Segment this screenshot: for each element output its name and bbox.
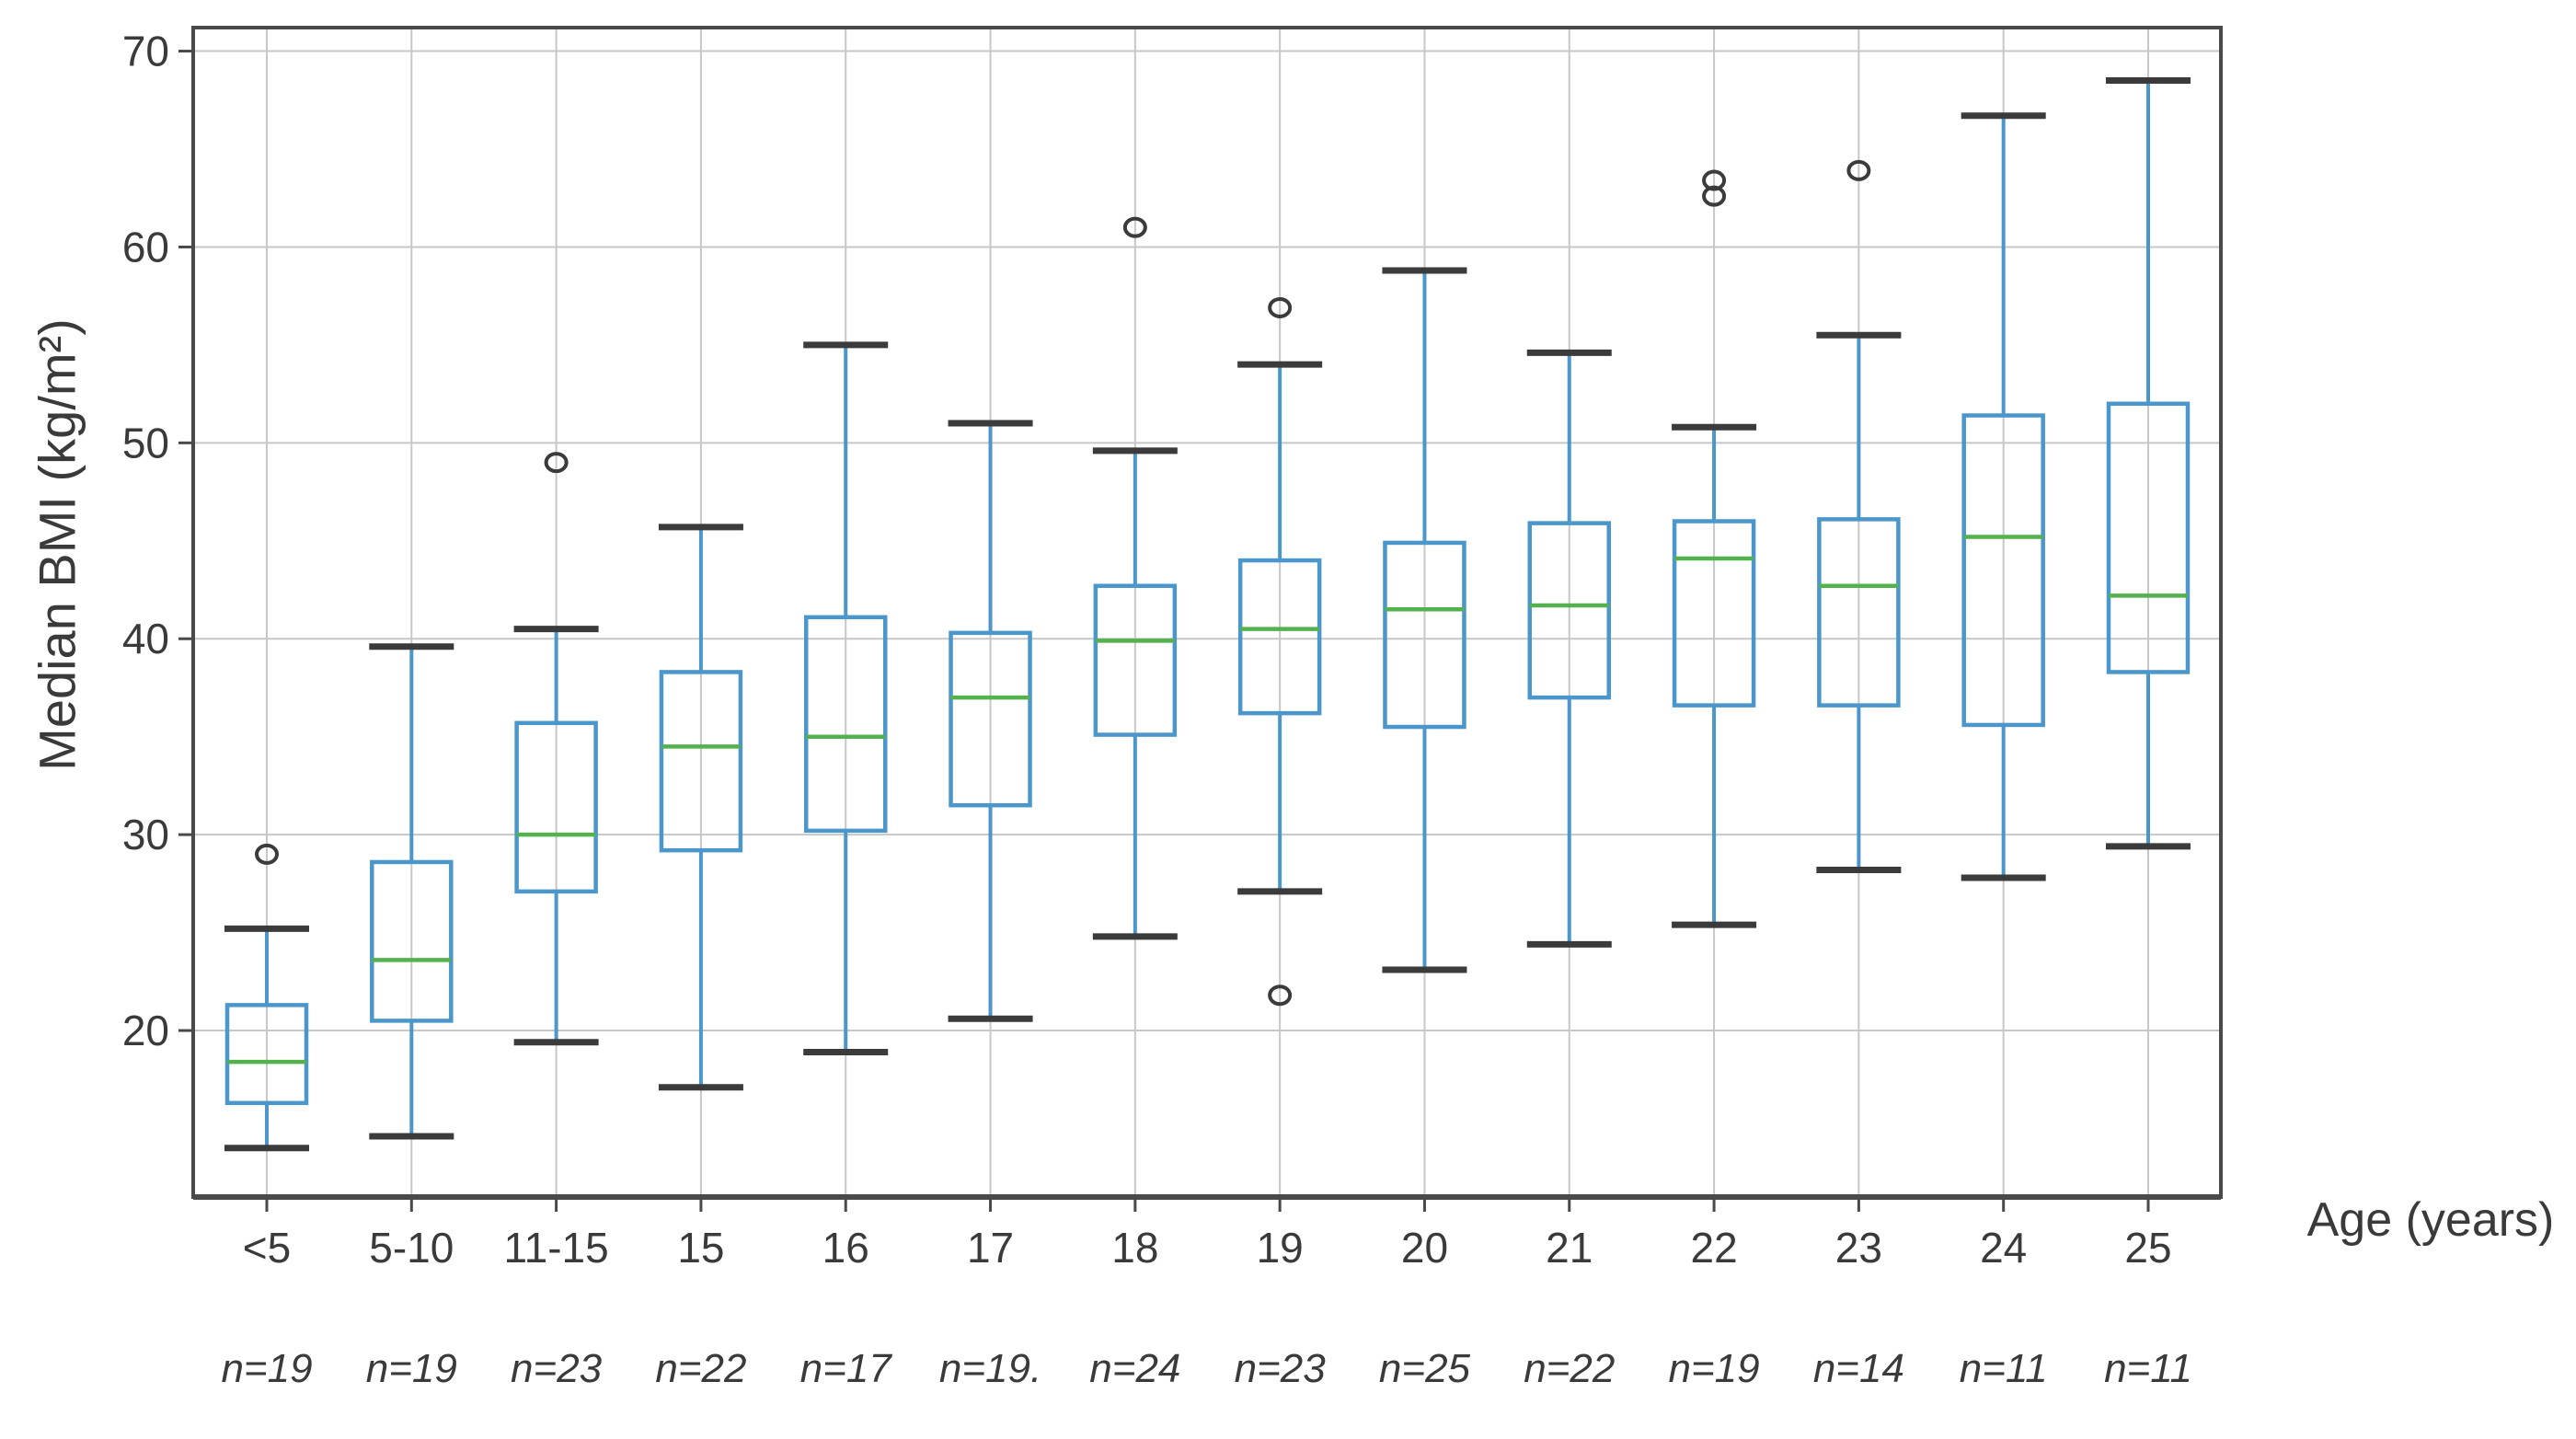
box-20 (1383, 540, 1466, 730)
x-tick-label-20: 20 (1401, 1224, 1448, 1272)
box-19 (1237, 558, 1322, 716)
x-tick-label-23: 23 (1835, 1224, 1882, 1272)
outlier-19-0 (1268, 296, 1293, 318)
y-tick-label-60: 60 (122, 223, 169, 271)
x-tick-label-21: 21 (1546, 1224, 1593, 1272)
box-15 (659, 670, 743, 853)
x-tick-label-25: 25 (2124, 1224, 2171, 1272)
n-label-17: n=19. (939, 1346, 1041, 1391)
x-tick-label-18: 18 (1111, 1224, 1158, 1272)
x-tick-label-15: 15 (677, 1224, 724, 1272)
box-5-10 (370, 859, 454, 1023)
n-label-22: n=19 (1669, 1346, 1760, 1391)
x-tick-label-16: 16 (822, 1224, 869, 1272)
outlier-<5-0 (255, 843, 279, 865)
n-label-24: n=11 (1960, 1346, 2048, 1391)
y-tick-label-50: 50 (122, 419, 169, 466)
y-axis-title: Median BMI (kg/m²) (28, 318, 86, 771)
box-17 (949, 630, 1032, 808)
box-25 (2106, 401, 2191, 674)
n-label-20: n=25 (1379, 1346, 1471, 1391)
box-23 (1817, 517, 1901, 708)
box-21 (1527, 521, 1612, 700)
outlier-22-1 (1702, 169, 1727, 191)
outlier-19-1 (1268, 984, 1293, 1007)
plot-border (191, 26, 2223, 1199)
x-tick-label-5-10: 5-10 (369, 1224, 454, 1272)
n-label-18: n=24 (1089, 1346, 1180, 1391)
box-11-15 (514, 720, 598, 894)
box-18 (1093, 583, 1178, 737)
outlier-18-0 (1122, 216, 1147, 238)
box-22 (1672, 519, 1756, 708)
x-tick-label-24: 24 (1980, 1224, 2027, 1272)
x-tick-label-17: 17 (967, 1224, 1014, 1272)
n-label-<5: n=19 (221, 1346, 312, 1391)
n-label-21: n=22 (1524, 1346, 1615, 1391)
n-label-15: n=22 (655, 1346, 746, 1391)
y-tick-label-30: 30 (122, 811, 169, 858)
x-tick-label-11-15: 11-15 (503, 1224, 608, 1272)
y-tick-label-40: 40 (122, 615, 169, 662)
n-label-23: n=14 (1813, 1346, 1904, 1391)
box-24 (1961, 413, 2045, 728)
n-label-11-15: n=23 (511, 1346, 603, 1391)
box-16 (803, 615, 888, 834)
y-tick-label-20: 20 (122, 1007, 169, 1054)
n-label-19: n=23 (1235, 1346, 1327, 1391)
x-tick-label-<5: <5 (243, 1224, 291, 1272)
x-tick-label-19: 19 (1257, 1224, 1304, 1272)
box-<5 (224, 1003, 309, 1106)
n-label-5-10: n=19 (366, 1346, 457, 1391)
x-axis-title: Age (years) (2306, 1193, 2555, 1247)
outlier-23-0 (1846, 159, 1871, 181)
x-tick-label-22: 22 (1690, 1224, 1737, 1272)
n-label-16: n=17 (800, 1346, 893, 1391)
n-label-25: n=11 (2104, 1346, 2192, 1391)
outlier-11-15-0 (544, 452, 569, 474)
y-tick-label-70: 70 (122, 28, 169, 75)
